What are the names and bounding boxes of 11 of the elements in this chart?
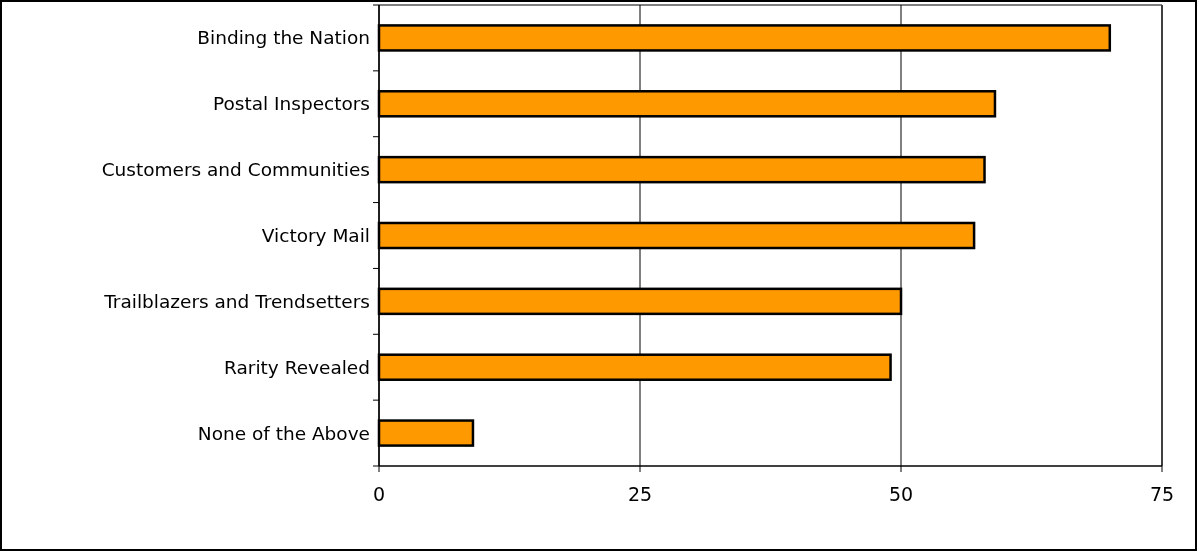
x-tick-label: 25 — [627, 483, 653, 505]
y-tick-label: Rarity Revealed — [224, 356, 370, 378]
x-tick-label: 75 — [1149, 483, 1175, 505]
x-tick-label: 0 — [372, 483, 386, 505]
y-tick-label: None of the Above — [197, 422, 370, 444]
y-tick-label: Victory Mail — [261, 224, 370, 246]
y-tick-label: Postal Inspectors — [213, 93, 370, 115]
y-tick-label: Binding the Nation — [197, 27, 370, 49]
x-tick-label: 50 — [888, 483, 914, 505]
y-tick-label: Trailblazers and Trendsetters — [103, 290, 370, 312]
y-tick-label: Customers and Communities — [101, 159, 370, 181]
